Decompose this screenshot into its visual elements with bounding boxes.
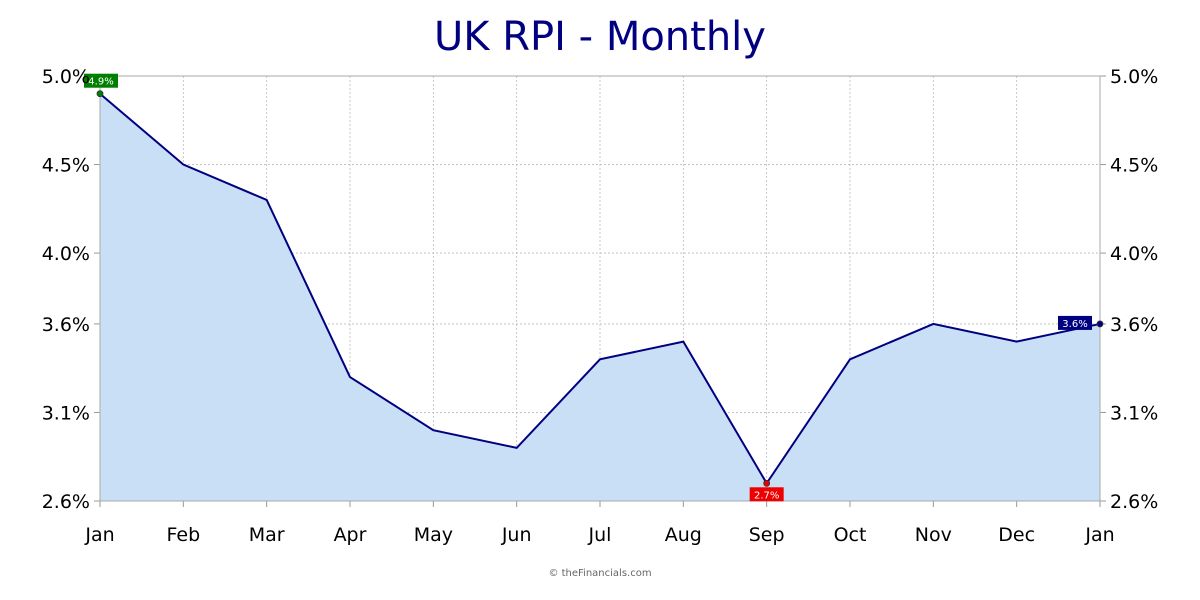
data-point [682, 340, 685, 343]
data-point [932, 322, 935, 325]
area-fill [100, 93, 1100, 501]
chart-title: UK RPI - Monthly [434, 14, 766, 60]
x-tick-label: Jan [1084, 524, 1114, 546]
high-marker [96, 90, 104, 98]
high-label: 4.9% [88, 77, 113, 88]
last-marker [1096, 320, 1104, 328]
x-tick-label: Nov [915, 524, 952, 546]
y-tick-label-right: 4.5% [1110, 155, 1158, 177]
x-tick-label: Jul [588, 524, 612, 546]
x-tick-label: Jan [84, 524, 114, 546]
high-label-box [84, 73, 118, 88]
x-tick-label: Oct [834, 524, 867, 546]
x-tick-label: Sep [749, 524, 785, 546]
data-point [432, 429, 435, 432]
y-tick-label-left: 4.5% [42, 155, 90, 177]
low-label: 2.7% [754, 490, 779, 501]
label-layer: 2.6% 2.6% 3.1% 3.1% 3.6% 3.6% 4.0% 4.0% 4.5% 4.5%… [42, 66, 1159, 546]
y-tick-label-right: 2.6% [1110, 491, 1158, 513]
x-tick-label: May [414, 524, 453, 546]
low-marker [763, 479, 771, 487]
data-point [182, 163, 185, 166]
y-tick-label-left: 3.6% [42, 314, 90, 336]
y-tick-label-right: 3.6% [1110, 314, 1158, 336]
series-line [99, 92, 1101, 486]
y-tick-label-right: 5.0% [1110, 66, 1158, 88]
x-tick-label: Dec [998, 524, 1035, 546]
data-point [349, 376, 352, 379]
x-tick-label: Mar [249, 524, 285, 546]
data-point [1015, 340, 1018, 343]
y-tick-label-left: 5.0% [42, 66, 90, 88]
data-point [265, 198, 268, 201]
y-tick-label-right: 3.1% [1110, 402, 1158, 424]
data-point [599, 358, 602, 361]
y-tick-label-left: 4.0% [42, 243, 90, 265]
low-label-box [749, 487, 784, 502]
footer-credit: © theFinancials.com [548, 568, 652, 579]
x-tick-label: Jun [501, 524, 532, 546]
y-tick-label-right: 4.0% [1110, 243, 1158, 265]
last-label: 3.6% [1062, 319, 1087, 330]
x-tick-label: Aug [665, 524, 702, 546]
marker-layer: 4.9% 2.7% 3.6% [84, 73, 1104, 502]
x-tick-label: Apr [334, 524, 367, 546]
plot-frame [99, 75, 1101, 502]
last-label-box [1058, 315, 1092, 330]
data-point [849, 358, 852, 361]
y-tick-label-left: 2.6% [42, 491, 90, 513]
x-tick-label: Feb [167, 524, 201, 546]
y-tick-label-left: 3.1% [42, 402, 90, 424]
data-point [515, 446, 518, 449]
